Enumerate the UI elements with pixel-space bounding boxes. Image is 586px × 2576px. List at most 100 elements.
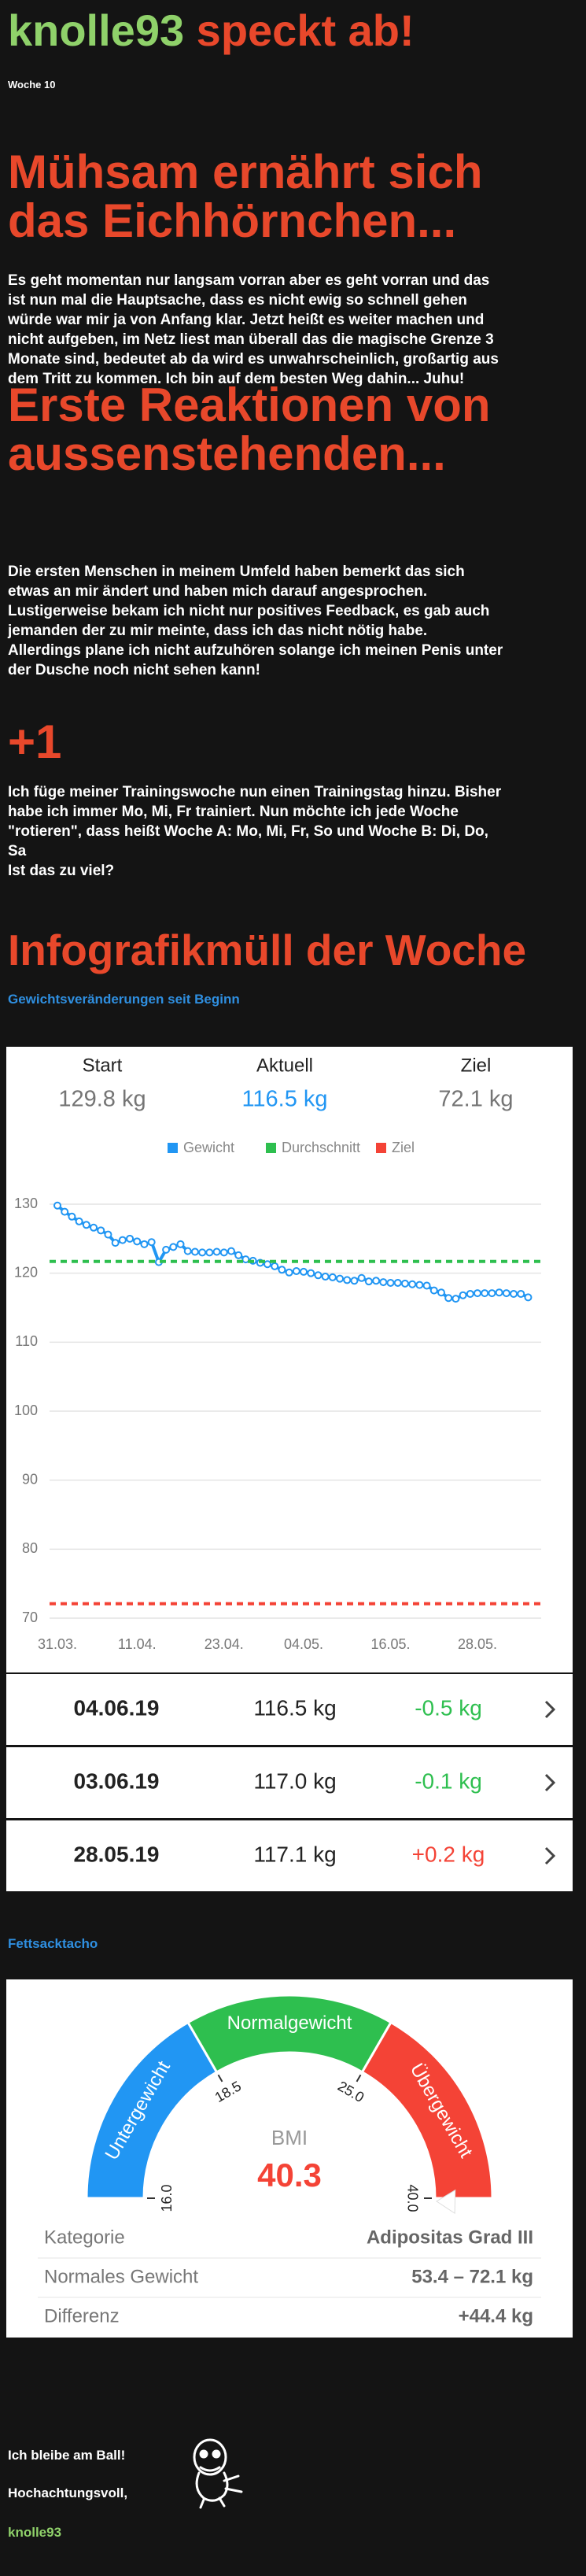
gauge-pointer (436, 2189, 456, 2215)
data-point (350, 1277, 359, 1285)
legend-swatch (266, 1143, 276, 1153)
data-point (75, 1217, 83, 1225)
y-tick-label: 80 (22, 1540, 38, 1556)
entry-svg: 04.06.19 116.5 kg -0.5 kg (74, 1695, 556, 1720)
doodle-icon (193, 2438, 243, 2509)
data-point (133, 1237, 142, 1246)
weight-subtitle: Gewichtsveränderungen seit Beginn (8, 992, 240, 1007)
data-point (481, 1289, 489, 1298)
summary-label: Ziel (461, 1055, 492, 1076)
entry-svg: 03.06.19 117.0 kg -0.1 kg (74, 1768, 556, 1793)
data-point (444, 1294, 453, 1303)
week-label: Woche 10 (8, 79, 56, 91)
entry-date: 04.06.19 (74, 1695, 160, 1720)
data-point (379, 1278, 388, 1287)
data-point (278, 1266, 286, 1274)
x-tick-label: 16.05. (370, 1636, 410, 1652)
data-point (90, 1223, 98, 1232)
data-point (118, 1236, 127, 1244)
entry-change: -0.1 kg (415, 1768, 482, 1793)
data-point (111, 1239, 120, 1247)
chevron (544, 1700, 556, 1719)
data-point (126, 1234, 135, 1243)
gauge-tick-label: 18.5 (212, 2078, 244, 2105)
chevron (544, 1846, 556, 1865)
title-text: speckt ab! (196, 6, 415, 55)
band-label: Normalgewicht (227, 2012, 352, 2034)
data-point (82, 1221, 90, 1229)
entry-change: -0.5 kg (415, 1695, 482, 1720)
signature: knolle93 (8, 2525, 62, 2540)
detail-label: Differenz (44, 2305, 120, 2327)
data-point (227, 1247, 235, 1255)
data-point (264, 1260, 272, 1269)
data-point (97, 1226, 105, 1235)
data-point (147, 1238, 156, 1247)
data-point (429, 1286, 438, 1295)
data-point (474, 1289, 482, 1298)
entry-weight: 117.1 kg (253, 1842, 336, 1866)
data-point (212, 1247, 221, 1256)
body-line: Ich füge meiner Trainingswoche nun einen… (8, 784, 502, 859)
data-point (169, 1243, 178, 1251)
data-point (321, 1273, 330, 1281)
data-point (241, 1255, 250, 1264)
detail-value: 53.4 – 72.1 kg (411, 2266, 533, 2287)
entry-row: 04.06.19 116.5 kg -0.5 kg (6, 1674, 573, 1745)
data-point (300, 1267, 308, 1276)
data-point (372, 1277, 381, 1285)
footer-line: Ich bleibe am Ball! (8, 2448, 126, 2463)
data-point (357, 1273, 366, 1282)
footer-line: Hochachtungsvoll, (8, 2485, 128, 2500)
weight-line (56, 1204, 529, 1301)
data-point (466, 1289, 474, 1298)
entry-weight: 117.0 kg (253, 1768, 336, 1793)
body-line: Ist das zu viel? (8, 863, 115, 879)
data-point (271, 1262, 279, 1270)
data-point (437, 1288, 445, 1297)
data-point (314, 1271, 322, 1280)
data-point (328, 1273, 337, 1281)
data-point (459, 1291, 467, 1299)
data-point (502, 1289, 510, 1298)
x-tick-label: 04.05. (284, 1636, 323, 1652)
data-point (162, 1245, 171, 1254)
data-point (336, 1274, 345, 1283)
data-point (140, 1240, 149, 1248)
entry-date: 28.05.19 (74, 1842, 160, 1866)
data-point (190, 1247, 199, 1256)
gauge-tick (217, 2074, 223, 2083)
x-tick-label: 11.04. (118, 1636, 157, 1652)
section-heading: Mühsam ernährt sich das Eichhörnchen... (8, 146, 483, 247)
x-tick-label: 31.03. (38, 1636, 77, 1652)
gauge-label: BMI (271, 2126, 308, 2149)
detail-value: Adipositas Grad III (367, 2227, 533, 2248)
data-point (343, 1276, 352, 1284)
entry-row: 03.06.19 117.0 kg -0.1 kg (6, 1747, 573, 1818)
entry-row: 28.05.19 117.1 kg +0.2 kg (6, 1820, 573, 1891)
y-tick-label: 90 (22, 1471, 38, 1487)
data-point (183, 1247, 192, 1255)
gauge-tick-label: 25.0 (335, 2078, 367, 2105)
legend-swatch (168, 1143, 178, 1153)
gauge-band (360, 2020, 494, 2200)
detail-label: Normales Gewicht (44, 2266, 198, 2287)
data-point (53, 1201, 61, 1210)
bmi-gauge: UntergewichtNormalgewichtÜbergewicht16.0… (38, 1994, 541, 2327)
data-point (285, 1268, 293, 1277)
weight-panel: Start 129.8 kg Aktuell 116.5 kg Ziel 72.1 kg G… (6, 1047, 573, 1672)
data-point (386, 1278, 395, 1287)
data-point (198, 1248, 207, 1257)
gauge-band (85, 2020, 219, 2200)
entry-date: 03.06.19 (74, 1768, 160, 1793)
y-tick-label: 130 (14, 1196, 38, 1211)
data-point (517, 1289, 525, 1298)
legend-swatch (376, 1143, 386, 1153)
data-point (234, 1251, 243, 1259)
section-body: Es geht momentan nur langsam vorran aber… (8, 272, 499, 387)
data-point (393, 1278, 402, 1287)
page-title: knolle93 speckt ab! (8, 5, 415, 56)
gauge-value: 40.3 (257, 2157, 322, 2193)
gauge-tick (356, 2074, 362, 2083)
